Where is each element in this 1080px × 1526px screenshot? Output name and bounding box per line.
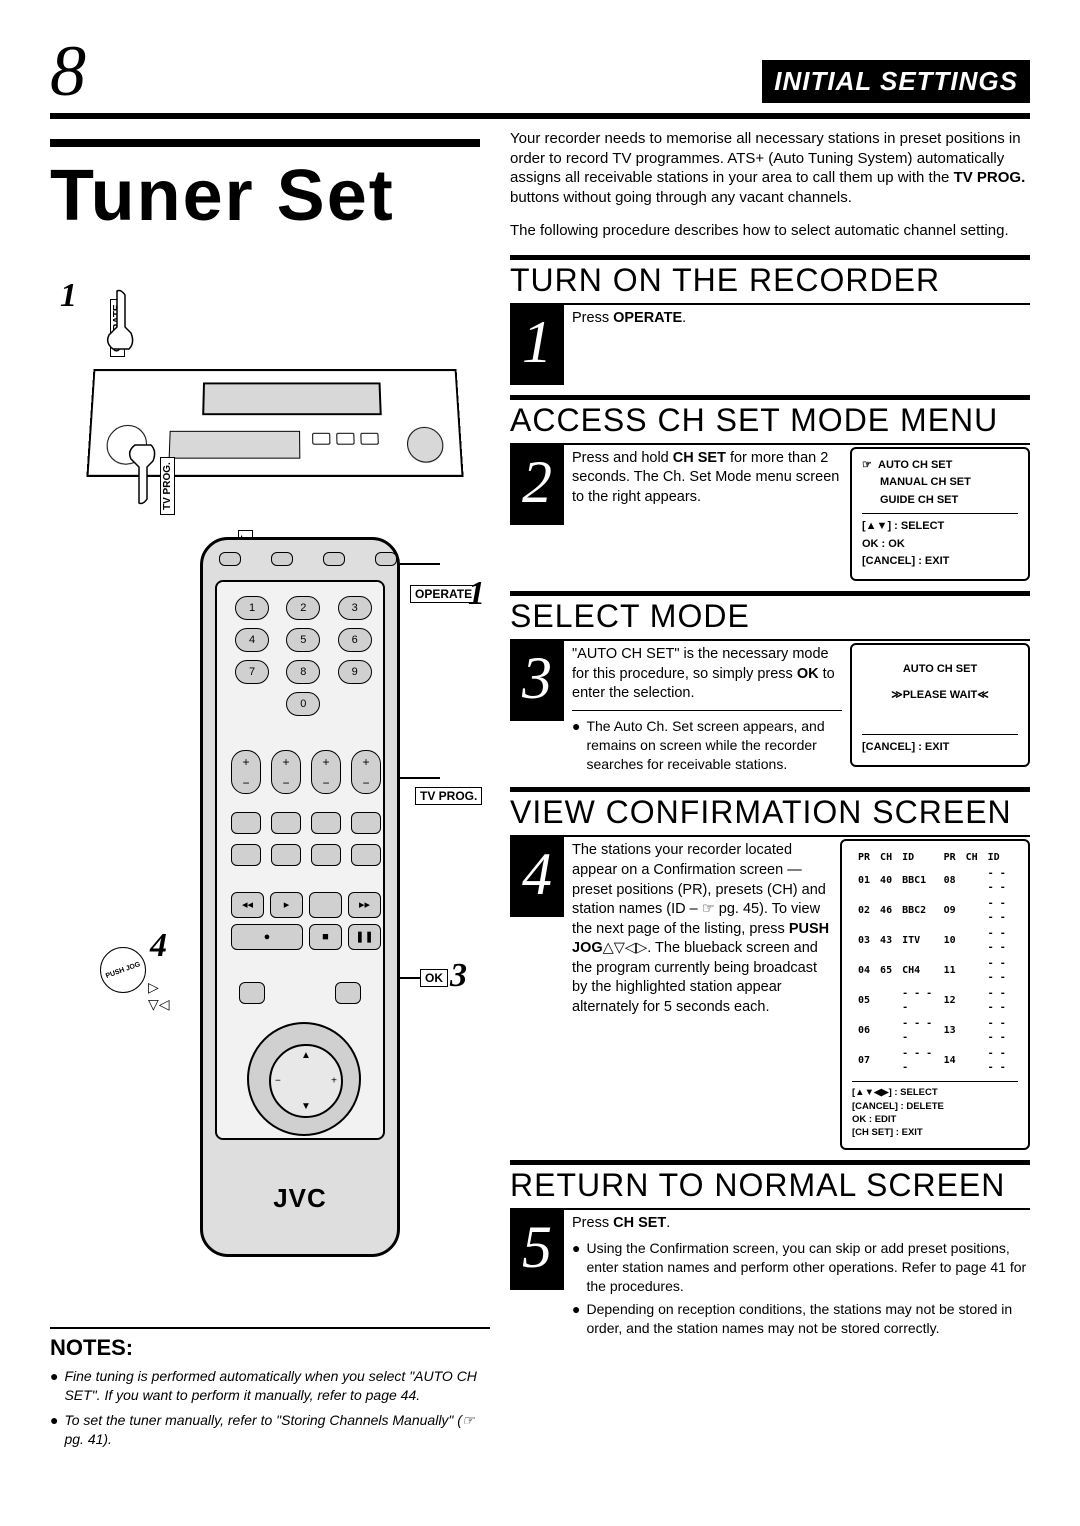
remote-btn [311, 812, 341, 834]
step-4-number: 4 [510, 837, 564, 917]
step-2-number: 2 [510, 445, 564, 525]
key-0: 0 [286, 692, 320, 716]
key-3: 3 [338, 596, 372, 620]
remote-small-btn [219, 552, 241, 566]
rec-btn: ● [231, 924, 303, 950]
osd-confirmation: PRCHID PRCHID 0140BBC108- - - - 0246BBC2… [840, 839, 1030, 1149]
step-1-title: TURN ON THE RECORDER [510, 262, 1030, 299]
intro-paragraph-2: The following procedure describes how to… [510, 221, 1030, 241]
step-2-title: ACCESS CH SET MODE MENU [510, 402, 1030, 439]
tvprog-label: TV PROG. [160, 457, 175, 515]
jog-ring: ▲ ▼ − + [247, 1022, 361, 1136]
callout-1: 1 [468, 575, 485, 613]
vcr-knob-right [406, 427, 444, 463]
arrow-icons: ▷▽◁ [148, 979, 170, 1013]
vcr-cassette-slot [202, 382, 382, 415]
stop2-btn: ■ [309, 924, 342, 950]
transport-buttons: ◂◂ ▸ ▸▸ ● ■ ❚❚ [231, 892, 381, 950]
key-4: 4 [235, 628, 269, 652]
vcr-diagram: 1 OPERATE TV PROG. [50, 237, 490, 517]
page-title: Tuner Set [50, 139, 480, 237]
jvc-logo: JVC [203, 1183, 397, 1214]
remote-diagram: CH SET 2,5 1 2 3 4 5 6 [50, 527, 490, 1307]
vcr-button [360, 433, 379, 445]
remote-btn [231, 812, 261, 834]
rewind-btn: ◂◂ [231, 892, 264, 918]
intro-paragraph-1: Your recorder needs to memorise all nece… [510, 129, 1030, 207]
step-5-title: RETURN TO NORMAL SCREEN [510, 1167, 1030, 1204]
rocker-btn: +− [231, 750, 261, 794]
remote-small-btn [375, 552, 397, 566]
step-3-number: 3 [510, 641, 564, 721]
step-2: ACCESS CH SET MODE MENU 2 Press and hold… [510, 395, 1030, 582]
vcr-button [312, 433, 330, 445]
remote-small-btn [323, 552, 345, 566]
callout-line [400, 777, 440, 779]
osd-chset-menu: ☞ AUTO CH SET MANUAL CH SET GUIDE CH SET… [850, 447, 1030, 582]
hand-icon [120, 437, 162, 507]
hand-icon [98, 287, 140, 357]
step-3: SELECT MODE 3 "AUTO CH SET" is the neces… [510, 591, 1030, 777]
stop-btn [309, 892, 342, 918]
step-4-title: VIEW CONFIRMATION SCREEN [510, 794, 1030, 831]
remote-btn [335, 982, 361, 1004]
key-8: 8 [286, 660, 320, 684]
rocker-btn: +− [311, 750, 341, 794]
step-5: RETURN TO NORMAL SCREEN 5 Press CH SET. … [510, 1160, 1030, 1342]
key-2: 2 [286, 596, 320, 620]
remote-btn [239, 982, 265, 1004]
callout-4: 4 [150, 927, 167, 965]
section-title: INITIAL SETTINGS [762, 60, 1030, 103]
callout-3: 3 [450, 957, 467, 995]
push-jog-label: PUSH JOG [100, 947, 146, 993]
notes-heading: NOTES: [50, 1327, 490, 1361]
rocker-btn: +− [271, 750, 301, 794]
step-1-number: 1 [510, 305, 564, 385]
play-btn: ▸ [270, 892, 303, 918]
key-1: 1 [235, 596, 269, 620]
key-6: 6 [338, 628, 372, 652]
tvprog-callout-label: TV PROG. [415, 787, 482, 805]
step-5-number: 5 [510, 1210, 564, 1290]
remote-btn [351, 812, 381, 834]
step-3-title: SELECT MODE [510, 598, 1030, 635]
ff-btn: ▸▸ [348, 892, 381, 918]
ok-callout-label: OK [420, 969, 448, 987]
remote-btn [231, 844, 261, 866]
key-5: 5 [286, 628, 320, 652]
note-item: To set the tuner manually, refer to "Sto… [64, 1411, 490, 1449]
remote-inner-panel: 1 2 3 4 5 6 7 8 9 0 +− [215, 580, 385, 1140]
remote-keypad: 1 2 3 4 5 6 7 8 9 0 [235, 596, 375, 716]
diagram-step-1: 1 [60, 277, 77, 315]
station-table: PRCHID PRCHID 0140BBC108- - - - 0246BBC2… [852, 849, 1018, 1077]
key-9: 9 [338, 660, 372, 684]
vcr-display [169, 431, 301, 459]
pause-btn: ❚❚ [348, 924, 381, 950]
step-4: VIEW CONFIRMATION SCREEN 4 The stations … [510, 787, 1030, 1149]
osd-auto-chset: AUTO CH SET ≫PLEASE WAIT≪ [CANCEL] : EXI… [850, 643, 1030, 767]
notes-list: ●Fine tuning is performed automatically … [50, 1367, 490, 1449]
jog-inner: ▲ ▼ − + [269, 1044, 343, 1118]
callout-line [400, 563, 440, 565]
remote-btn [311, 844, 341, 866]
remote-btn [271, 844, 301, 866]
step-1: TURN ON THE RECORDER 1 Press OPERATE. [510, 255, 1030, 385]
vcr-button [336, 433, 354, 445]
page-header: 8 INITIAL SETTINGS [50, 30, 1030, 119]
key-7: 7 [235, 660, 269, 684]
note-item: Fine tuning is performed automatically w… [64, 1367, 490, 1405]
remote-small-btn [271, 552, 293, 566]
remote-btn [271, 812, 301, 834]
remote-btn [351, 844, 381, 866]
page-number: 8 [50, 30, 86, 113]
rocker-btn: +− [351, 750, 381, 794]
remote-body: 1 2 3 4 5 6 7 8 9 0 +− [200, 537, 400, 1257]
